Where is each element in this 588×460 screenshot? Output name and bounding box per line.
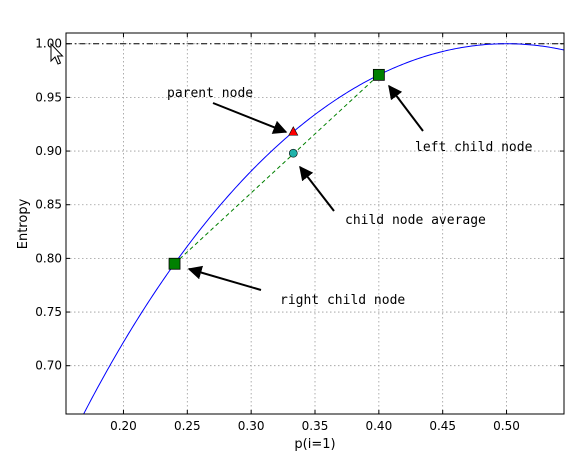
x-tick-label: 0.50: [493, 419, 520, 433]
child-average-marker: [288, 148, 298, 158]
x-tick-label: 0.20: [110, 419, 137, 433]
y-tick-label: 0.75: [35, 305, 62, 319]
axis-ticks: 0.20 0.25 0.30 0.35 0.40 0.45 0.50 0.70 0.75 0.80…: [35, 33, 564, 433]
parent-marker: [288, 126, 299, 136]
x-tick-label: 0.40: [365, 419, 392, 433]
x-tick-label: 0.35: [302, 419, 329, 433]
y-tick-label: 0.85: [35, 198, 62, 212]
annotation-right-child-node: right child node: [280, 293, 405, 308]
y-axis-label: Entropy: [16, 198, 31, 249]
y-tick-label: 0.90: [35, 144, 62, 158]
x-tick-label: 0.45: [429, 419, 456, 433]
child-connector-line: [174, 74, 380, 265]
x-axis-label: p(i=1): [294, 437, 335, 452]
arrow-child-node-average: [299, 165, 335, 212]
mouse-cursor-icon: [50, 42, 64, 65]
y-tick-label: 0.80: [35, 251, 62, 265]
annotation-parent-node: parent node: [167, 86, 253, 101]
y-tick-label: 0.70: [35, 359, 62, 373]
x-tick-label: 0.25: [174, 419, 201, 433]
annotation-left-child-node: left child node: [415, 140, 533, 155]
x-tick-label: 0.30: [238, 419, 265, 433]
arrow-parent-node: [212, 102, 288, 134]
arrow-left-child-node: [388, 84, 424, 132]
right-child-marker: [168, 257, 181, 270]
entropy-curve: [83, 43, 564, 414]
y-tick-label: 0.95: [35, 90, 62, 104]
left-child-marker: [372, 68, 385, 81]
annotation-child-node-average: child node average: [345, 213, 486, 228]
y-tick-label: 1.00: [35, 37, 62, 51]
arrow-right-child-node: [187, 265, 262, 291]
grid-lines: [66, 33, 564, 414]
